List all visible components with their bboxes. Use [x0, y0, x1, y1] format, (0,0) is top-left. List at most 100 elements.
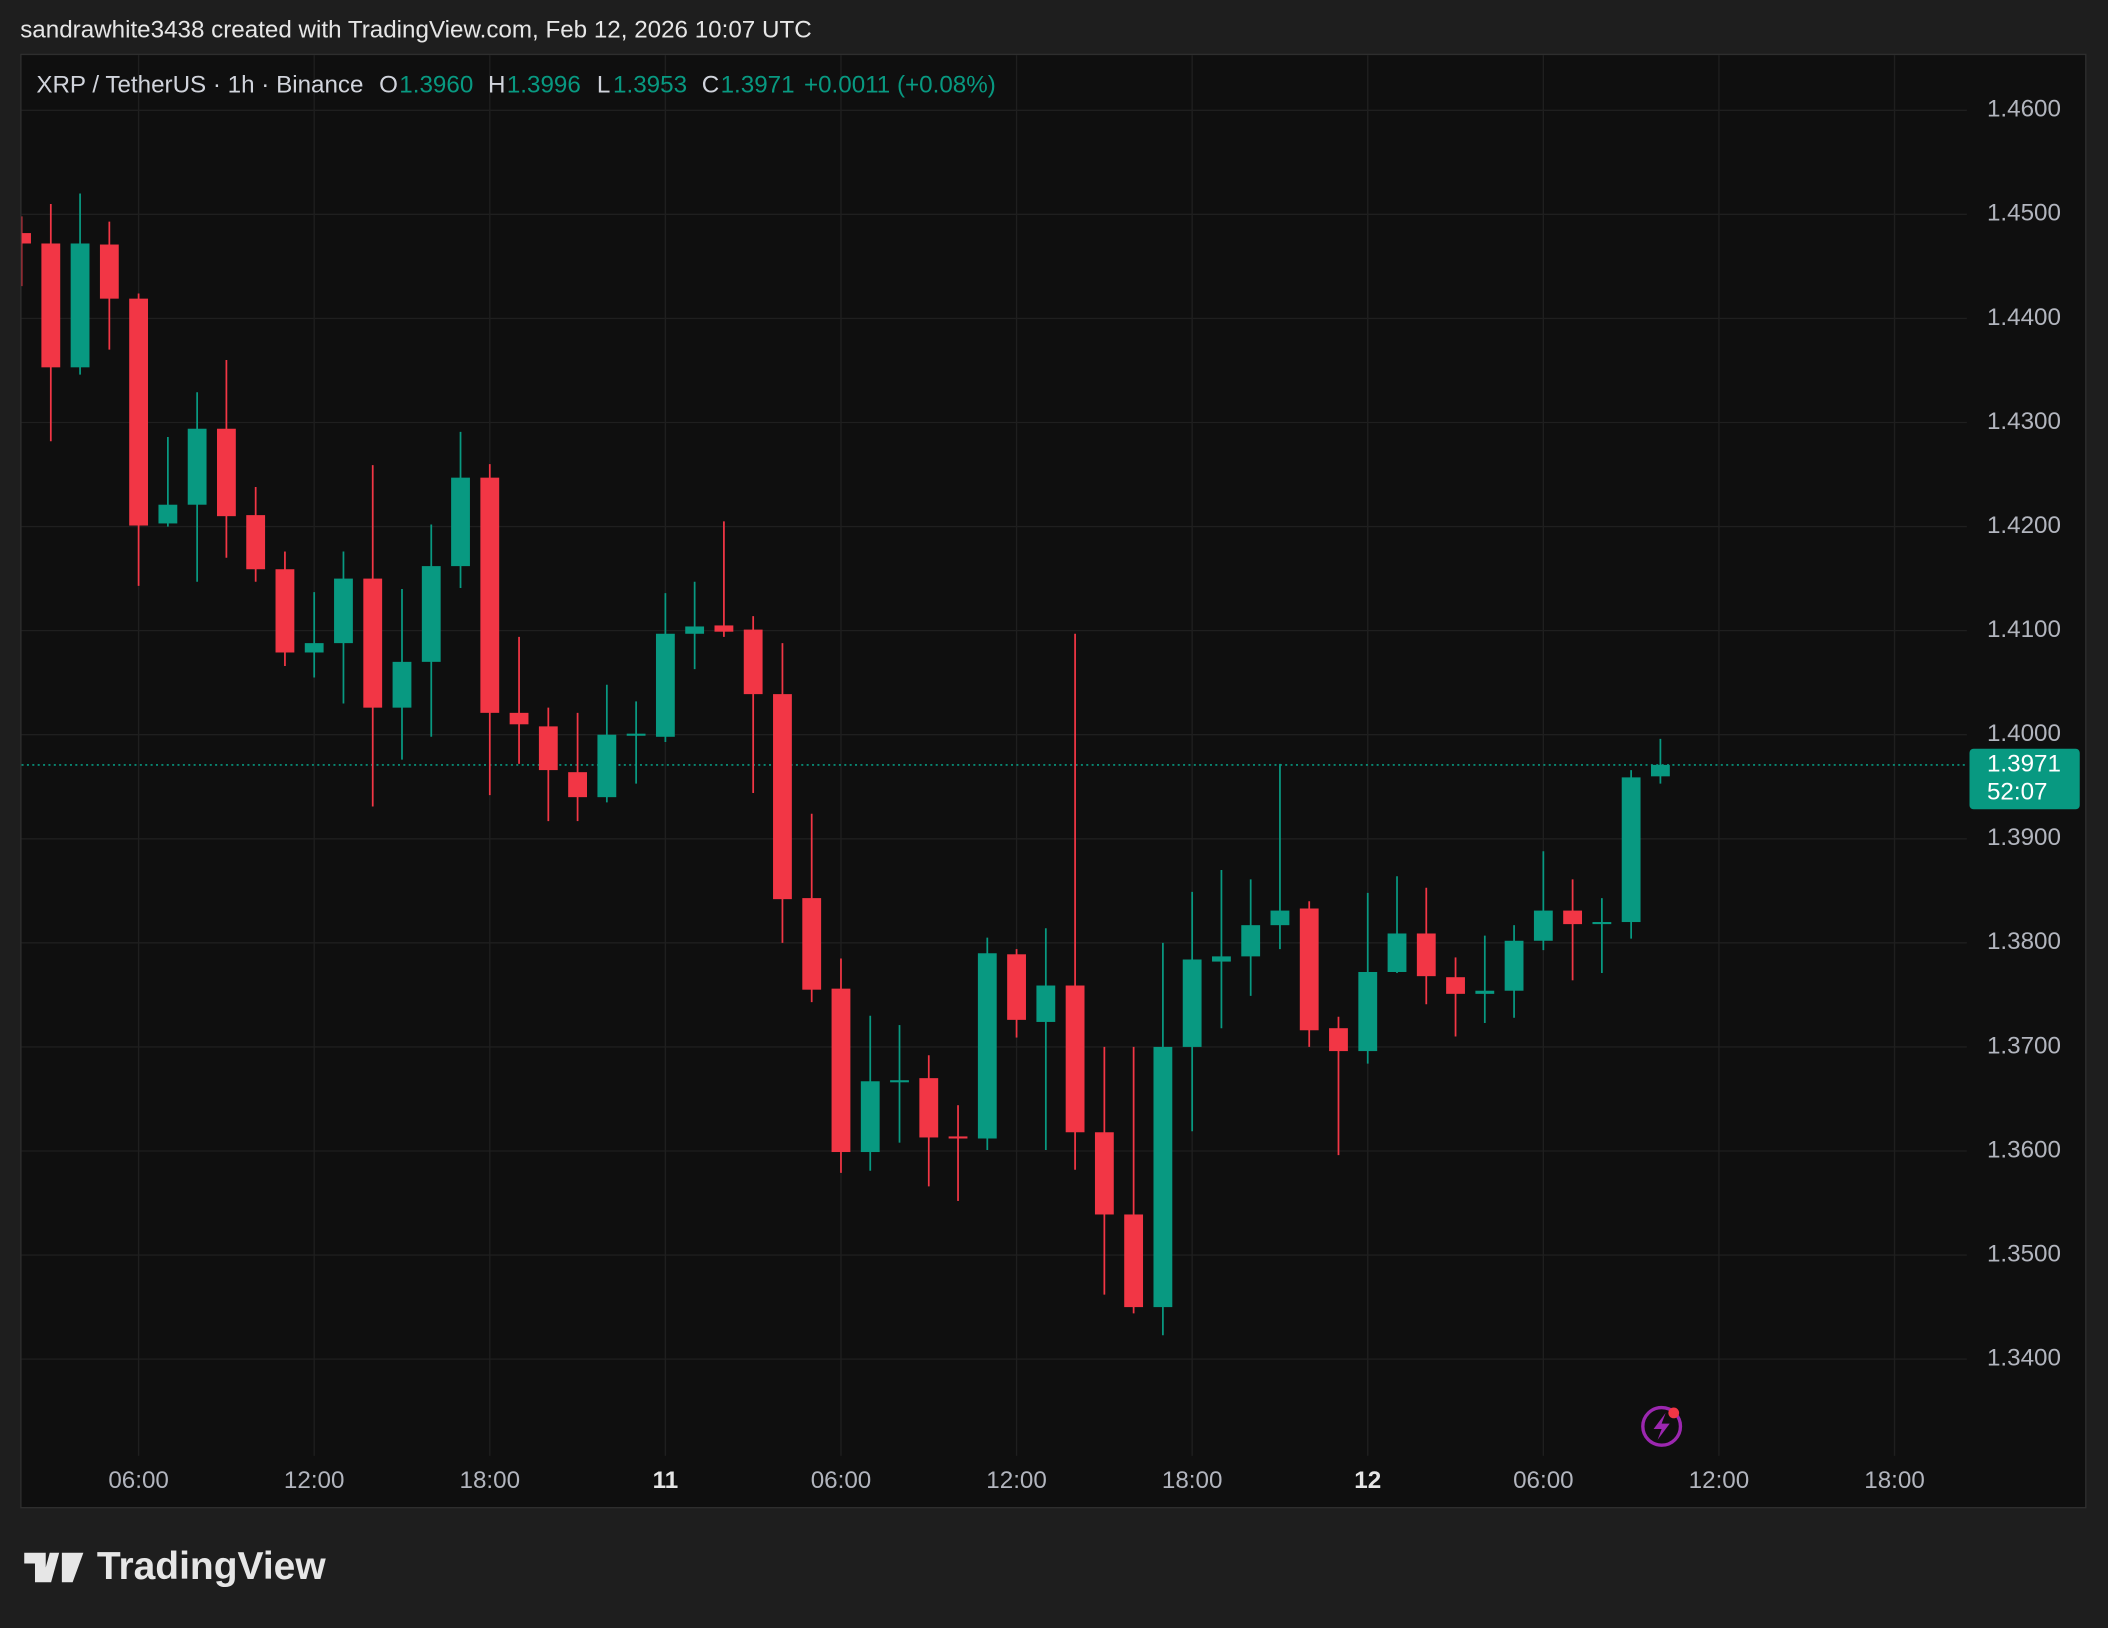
ohlc-value: 1.3996: [507, 71, 581, 98]
candle-body: [509, 712, 529, 725]
candle-body: [1007, 954, 1026, 1020]
caption: sandrawhite3438 created with TradingView…: [20, 16, 812, 43]
candle-body: [246, 515, 266, 570]
ohlc-value: 1.3971: [721, 71, 795, 98]
x-tick-label: 18:00: [1162, 1467, 1223, 1494]
candle-body: [21, 233, 31, 244]
y-tick-label: 1.4500: [1987, 200, 2061, 227]
x-tick-label: 18:00: [460, 1467, 521, 1494]
chart-panel: [20, 53, 2087, 1509]
logo: TradingView: [24, 1545, 326, 1588]
ohlc-key: O: [379, 71, 398, 98]
candle-body: [421, 566, 441, 662]
candle-body: [1650, 764, 1670, 777]
labels: 1.3400 1.3500 1.3600 1.3700 1.3800 1.3900 1.40…: [108, 96, 2080, 1494]
candle-body: [1416, 933, 1436, 977]
candle-body: [334, 578, 353, 644]
candle-body: [363, 578, 383, 708]
x-tick-label: 18:00: [1864, 1467, 1925, 1494]
legend: XRP / TetherUS · 1h · Binance O 1.3960 H…: [36, 71, 995, 98]
y-tick-label: 1.3700: [1987, 1032, 2061, 1059]
countdown: 52:07: [1987, 779, 2048, 806]
candle-body: [1533, 910, 1553, 941]
candle-body: [1475, 990, 1495, 994]
candle-body: [568, 772, 587, 798]
candle-body: [1329, 1028, 1348, 1052]
candles: [21, 193, 1670, 1336]
candle-body: [1182, 959, 1202, 1047]
candle-body: [1270, 910, 1290, 926]
ohlc-key: C: [702, 71, 719, 98]
candle-body: [1212, 956, 1231, 962]
candle-body: [1153, 1046, 1173, 1308]
candle-body: [1446, 977, 1465, 994]
y-tick-label: 1.3600: [1987, 1136, 2061, 1163]
x-tick-label: 12:00: [1689, 1467, 1750, 1494]
candle-body: [1563, 910, 1583, 925]
y-tick-label: 1.4100: [1987, 616, 2061, 643]
alert-icon: [1641, 1405, 1683, 1447]
candle-body: [158, 504, 178, 524]
candle-body: [977, 953, 997, 1139]
candle-body: [538, 726, 558, 771]
y-tick-label: 1.4600: [1987, 96, 2061, 123]
y-tick-label: 1.3500: [1987, 1240, 2061, 1267]
candle-body: [275, 569, 295, 653]
y-tick-label: 1.3900: [1987, 824, 2061, 851]
candle-body: [597, 734, 617, 798]
x-tick-label: 11: [653, 1467, 679, 1494]
candle-body: [1358, 971, 1378, 1052]
x-tick-label: 12:00: [986, 1467, 1047, 1494]
ohlc-key: L: [597, 71, 610, 98]
candle-body: [1504, 940, 1524, 991]
candle-body: [655, 633, 675, 737]
y-tick-label: 1.4400: [1987, 304, 2061, 331]
candle-body: [480, 477, 500, 713]
candle-body: [304, 643, 324, 653]
candle-body: [685, 626, 705, 634]
last-price-label: 1.3971: [1987, 750, 2061, 777]
x-tick-label: 12: [1354, 1467, 1381, 1494]
x-tick-label: 12:00: [284, 1467, 345, 1494]
candle-body: [1387, 933, 1407, 972]
ohlc-key: H: [488, 71, 505, 98]
brand: TradingView: [97, 1545, 327, 1588]
candle-body: [1036, 985, 1056, 1022]
y-tick-label: 1.4300: [1987, 408, 2061, 435]
y-tick-label: 1.3400: [1987, 1345, 2061, 1372]
candle-body: [451, 477, 470, 567]
candle-body: [1592, 922, 1612, 925]
candle-body: [129, 298, 149, 526]
candle-body: [948, 1136, 968, 1139]
candle-body: [802, 898, 822, 990]
candle-body: [890, 1080, 909, 1083]
candle-body: [187, 428, 207, 505]
candle-body: [743, 629, 763, 695]
candle-body: [1094, 1132, 1114, 1215]
x-tick-label: 06:00: [1513, 1467, 1574, 1494]
logo-mark: [24, 1552, 84, 1583]
y-tick-label: 1.4200: [1987, 512, 2061, 539]
candle-body: [1124, 1214, 1144, 1308]
candle-body: [831, 988, 851, 1153]
candle-body: [1241, 925, 1261, 957]
x-tick-label: 06:00: [811, 1467, 872, 1494]
candle-body: [41, 243, 61, 368]
y-tick-label: 1.3800: [1987, 928, 2061, 955]
ohlc-value: 1.3960: [399, 71, 473, 98]
candle-body: [773, 694, 792, 900]
candle-body: [70, 243, 90, 368]
candle-body: [626, 733, 646, 736]
candle-body: [216, 428, 236, 517]
candle-body: [99, 244, 119, 299]
ohlc-value: 1.3953: [613, 71, 687, 98]
candle-body: [392, 661, 412, 708]
last-price-box: [1969, 748, 2080, 810]
candle-body: [1299, 908, 1319, 1031]
candle-body: [1065, 985, 1085, 1133]
candle-body: [860, 1081, 880, 1153]
change: +0.0011 (+0.08%): [804, 71, 996, 98]
y-tick-label: 1.4000: [1987, 720, 2061, 747]
symbol: XRP / TetherUS · 1h · Binance: [36, 71, 363, 98]
